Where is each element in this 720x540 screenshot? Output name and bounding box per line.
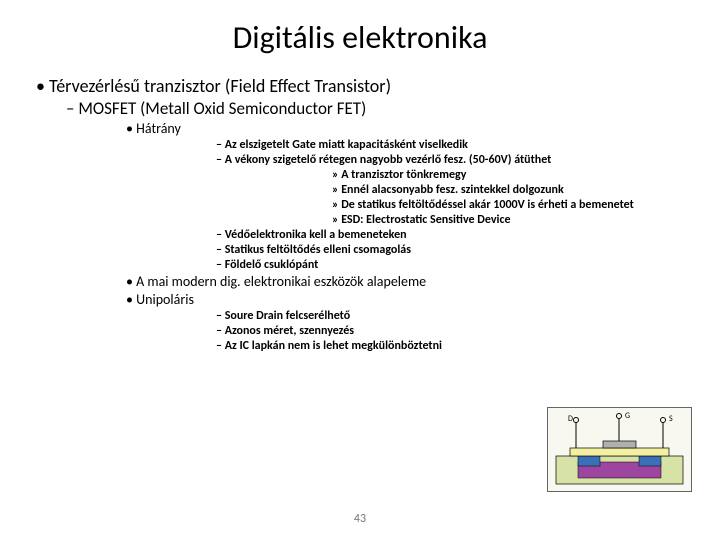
slide-title: Digitális elektronika — [36, 18, 684, 57]
bullet-text: Azonos méret, szennyezés — [225, 324, 354, 338]
mosfet-diagram: D G S — [547, 407, 692, 492]
terminal-g-label: G — [625, 411, 630, 421]
bullet-text: Az IC lapkán nem is lehet megkülönböztet… — [225, 339, 442, 353]
bullet-text: A mai modern dig. elektronikai eszközök … — [136, 273, 426, 290]
bullet-list: Térvezérlésű tranzisztor (Field Effect T… — [36, 75, 684, 353]
bullet-text: Unipoláris — [136, 291, 194, 308]
bullet-l3: Hátrány Az elszigetelt Gate miatt kapaci… — [126, 120, 684, 272]
page-number: 43 — [0, 512, 720, 526]
bullet-text: A vékony szigetelő rétegen nagyobb vezér… — [225, 153, 552, 167]
bullet-text: Földelő csuklópánt — [225, 258, 319, 272]
bullet-l5: ESD: Electrostatic Sensitive Device — [332, 213, 684, 227]
bullet-l5: Ennél alacsonyabb fesz. szintekkel dolgo… — [332, 183, 684, 197]
bullet-l4: Földelő csuklópánt — [216, 258, 684, 272]
bullet-text: MOSFET (Metall Oxid Semiconductor FET) — [78, 98, 366, 119]
bullet-text: Statikus feltöltődés elleni csomagolás — [225, 243, 411, 257]
bullet-text: Soure Drain felcserélhető — [225, 309, 350, 323]
bullet-l4: A vékony szigetelő rétegen nagyobb vezér… — [216, 153, 684, 227]
slide: Digitális elektronika Térvezérlésű tranz… — [0, 0, 720, 540]
bullet-text: ESD: Electrostatic Sensitive Device — [341, 213, 510, 227]
bullet-l2: MOSFET (Metall Oxid Semiconductor FET) H… — [66, 98, 684, 353]
bullet-l3: Unipoláris Soure Drain felcserélhető Azo… — [126, 291, 684, 353]
bullet-text: Védőelektronika kell a bemeneteken — [225, 228, 407, 242]
bullet-text: Hátrány — [136, 120, 181, 137]
bullet-l5: A tranzisztor tönkremegy — [332, 168, 684, 182]
mosfet-svg-icon: D G S — [548, 408, 691, 491]
bullet-l4: Azonos méret, szennyezés — [216, 324, 684, 338]
bullet-l3: A mai modern dig. elektronikai eszközök … — [126, 273, 684, 290]
bullet-text: De statikus feltöltődéssel akár 1000V is… — [341, 198, 634, 212]
bullet-text: Ennél alacsonyabb fesz. szintekkel dolgo… — [341, 183, 564, 197]
bullet-l4: Soure Drain felcserélhető — [216, 309, 684, 323]
bullet-text: A tranzisztor tönkremegy — [341, 168, 466, 182]
bullet-l4: Az elszigetelt Gate miatt kapacitásként … — [216, 138, 684, 152]
bullet-text: Térvezérlésű tranzisztor (Field Effect T… — [49, 75, 391, 97]
bullet-l4: Védőelektronika kell a bemeneteken — [216, 228, 684, 242]
bullet-l1: Térvezérlésű tranzisztor (Field Effect T… — [36, 75, 684, 353]
bullet-l4: Statikus feltöltődés elleni csomagolás — [216, 243, 684, 257]
terminal-s-label: S — [669, 414, 673, 424]
bullet-l4: Az IC lapkán nem is lehet megkülönböztet… — [216, 339, 684, 353]
terminal-d-label: D — [568, 414, 573, 424]
bullet-text: Az elszigetelt Gate miatt kapacitásként … — [225, 138, 468, 152]
bullet-l5: De statikus feltöltődéssel akár 1000V is… — [332, 198, 684, 212]
